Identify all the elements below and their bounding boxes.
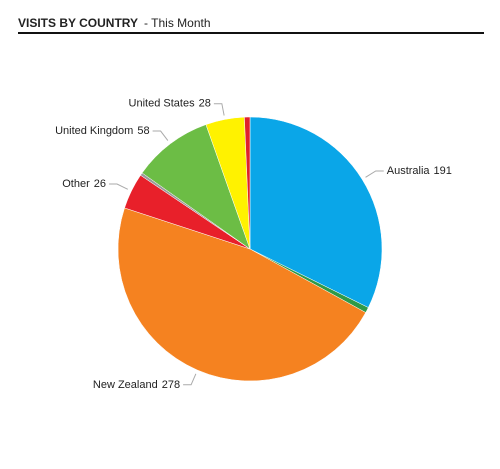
leader-line	[183, 373, 197, 386]
pie-slice	[141, 124, 251, 250]
slice-value: 278	[162, 379, 180, 391]
slice-value: 191	[434, 165, 452, 177]
slice-value: 28	[199, 98, 211, 110]
slice-label: United States 28	[129, 98, 211, 110]
leader-line	[152, 130, 169, 141]
slice-name: Australia	[387, 165, 431, 177]
slice-value: 58	[137, 125, 149, 137]
slice-name: Other	[62, 178, 90, 190]
slice-label: New Zealand 278	[93, 379, 180, 391]
leader-line	[365, 170, 384, 178]
pie-slice	[249, 116, 383, 308]
slice-name: United States	[129, 98, 196, 110]
slice-label: Australia 191	[387, 165, 452, 177]
slice-label: United Kingdom 58	[55, 125, 150, 137]
title: VISITS BY COUNTRY	[18, 16, 138, 30]
leader-line	[213, 103, 225, 116]
slice-name: United Kingdom	[55, 125, 133, 137]
slice-name: New Zealand	[93, 379, 158, 391]
slice-value: 26	[94, 178, 106, 190]
pie-slice	[244, 116, 251, 250]
slice-label: Other 26	[62, 178, 106, 190]
chart-title: VISITS BY COUNTRY - This Month	[18, 16, 211, 30]
leader-line	[109, 183, 129, 190]
subtitle: - This Month	[144, 16, 210, 30]
pie-slice	[117, 207, 367, 382]
